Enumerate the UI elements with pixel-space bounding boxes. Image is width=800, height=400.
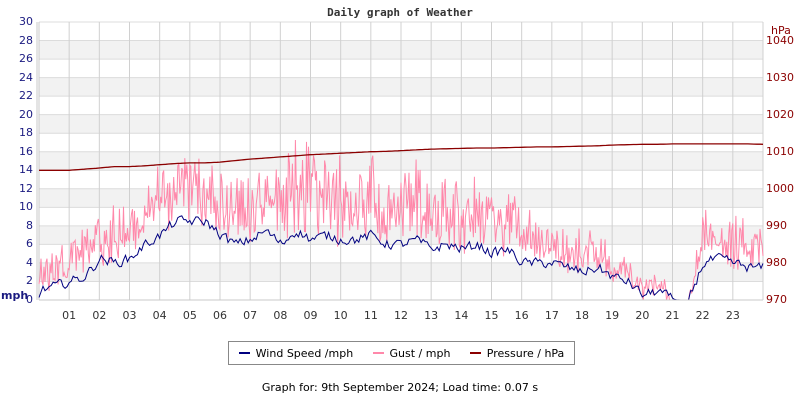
x-tick-label: 07 — [243, 309, 258, 322]
right-tick-label: 1000 — [766, 181, 794, 195]
right-tick-label: 980 — [766, 255, 787, 269]
x-tick-label: 15 — [484, 309, 499, 322]
x-tick-label: 19 — [605, 309, 620, 322]
x-tick-label: 23 — [725, 309, 740, 322]
left-tick-label: 24 — [19, 70, 33, 84]
x-tick-label: 04 — [152, 309, 167, 322]
left-tick-label: 30 — [19, 15, 33, 28]
x-tick-label: 20 — [635, 309, 650, 322]
left-tick-label: 10 — [19, 200, 33, 214]
right-tick-label: 1030 — [766, 70, 794, 84]
x-tick-label: 22 — [695, 309, 710, 322]
left-tick-label: 18 — [19, 126, 33, 140]
chart-title: Daily graph of Weather — [327, 6, 473, 19]
x-tick-label: 14 — [454, 309, 469, 322]
left-tick-label: 26 — [19, 52, 33, 66]
gust-swatch-icon — [372, 352, 384, 354]
left-tick-label: 4 — [26, 255, 33, 269]
x-tick-label: 17 — [544, 309, 559, 322]
legend-item-gust: Gust / mph — [372, 346, 451, 360]
x-tick-label: 05 — [182, 309, 197, 322]
x-tick-label: 02 — [92, 309, 107, 322]
x-tick-label: 06 — [213, 309, 227, 322]
left-tick-label: 20 — [19, 107, 33, 121]
chart-legend: Wind Speed /mph Gust / mph Pressure / hP… — [228, 341, 575, 365]
legend-item-wind: Wind Speed /mph — [238, 346, 354, 360]
left-tick-label: 28 — [19, 33, 33, 47]
right-tick-label: 990 — [766, 218, 787, 232]
x-tick-label: 01 — [62, 309, 77, 322]
wind-swatch-icon — [238, 352, 250, 354]
right-tick-label: 1040 — [766, 33, 794, 47]
x-tick-label: 12 — [394, 309, 408, 322]
left-tick-label: 12 — [19, 181, 33, 195]
x-tick-label: 16 — [514, 309, 529, 322]
left-tick-label: 16 — [19, 144, 33, 158]
right-tick-label: 970 — [766, 293, 787, 306]
left-tick-label: 6 — [26, 237, 33, 251]
right-tick-label: 1020 — [766, 107, 794, 121]
legend-item-pressure: Pressure / hPa — [469, 346, 565, 360]
left-axis-unit: mph — [1, 289, 29, 302]
x-tick-label: 09 — [303, 309, 318, 322]
x-tick-label: 18 — [575, 309, 589, 322]
left-tick-label: 22 — [19, 89, 33, 103]
left-tick-label: 8 — [26, 218, 33, 232]
pressure-swatch-icon — [469, 352, 481, 354]
x-tick-label: 10 — [333, 309, 348, 322]
right-tick-label: 1010 — [766, 144, 794, 158]
left-tick-label: 0 — [26, 293, 33, 306]
left-tick-label: 2 — [26, 274, 33, 288]
x-tick-label: 21 — [665, 309, 680, 322]
legend-label: Wind Speed /mph — [255, 346, 354, 360]
x-tick-label: 03 — [122, 309, 137, 322]
x-tick-label: 08 — [273, 309, 288, 322]
legend-label: Pressure / hPa — [486, 346, 565, 360]
graph-footer: Graph for: 9th September 2024; Load time… — [261, 381, 539, 394]
x-tick-label: 13 — [424, 309, 439, 322]
left-tick-label: 14 — [19, 163, 33, 177]
x-tick-label: 11 — [363, 309, 378, 322]
right-axis-unit: hPa — [771, 24, 791, 37]
legend-label: Gust / mph — [389, 346, 451, 360]
